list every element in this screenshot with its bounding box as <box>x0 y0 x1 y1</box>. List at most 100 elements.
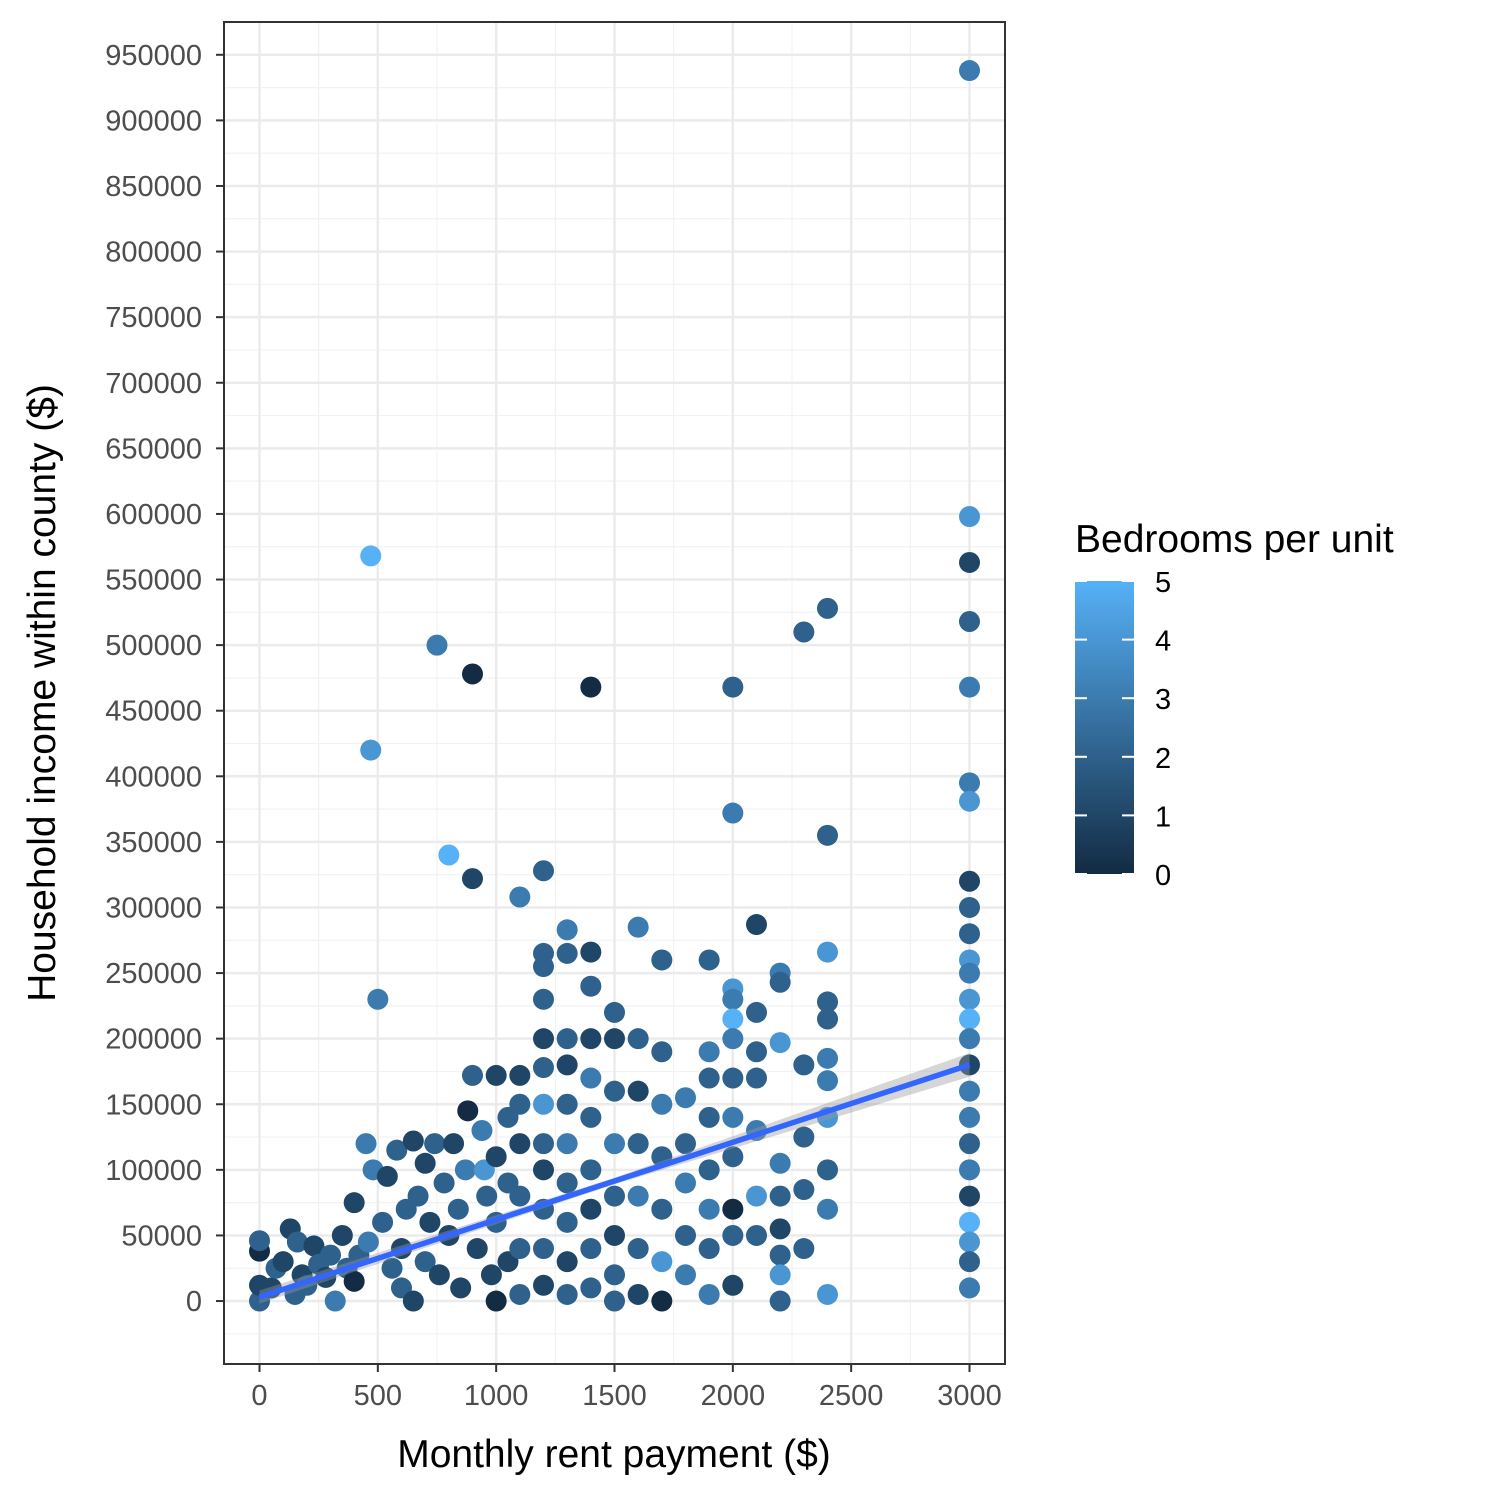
data-point <box>428 1264 450 1286</box>
data-point <box>959 923 980 945</box>
y-tick-label: 500000 <box>105 630 202 662</box>
data-point <box>959 988 980 1010</box>
data-point <box>627 1133 649 1155</box>
data-point <box>698 1283 720 1305</box>
data-point <box>402 1290 424 1312</box>
data-point <box>675 1264 696 1286</box>
data-point <box>480 1264 502 1286</box>
data-point <box>424 1133 446 1155</box>
data-point <box>746 1001 767 1023</box>
data-point <box>509 1283 531 1305</box>
data-point <box>443 1133 465 1155</box>
data-point <box>817 1070 838 1092</box>
data-point <box>556 1172 578 1194</box>
data-point <box>533 860 554 882</box>
x-tick-label: 0 <box>251 1380 267 1412</box>
data-point <box>959 1106 980 1128</box>
data-point <box>357 1231 379 1253</box>
data-point <box>627 1238 649 1260</box>
data-point <box>793 1238 815 1260</box>
data-point <box>959 1159 980 1181</box>
data-point <box>343 1270 365 1292</box>
legend-label: 3 <box>1155 684 1171 716</box>
data-point <box>556 1028 578 1050</box>
trend-line <box>258 1062 971 1300</box>
data-point <box>698 1041 720 1063</box>
trend-line-group <box>258 1053 971 1304</box>
data-point <box>509 886 531 908</box>
data-point <box>438 844 460 866</box>
data-point <box>533 1238 554 1260</box>
y-tick-label: 200000 <box>105 1024 202 1056</box>
data-point <box>320 1244 341 1266</box>
y-tick-label: 650000 <box>105 433 202 465</box>
data-point <box>722 1067 744 1089</box>
data-point <box>722 988 744 1010</box>
data-point <box>959 611 980 633</box>
y-tick-label: 900000 <box>105 105 202 137</box>
data-point <box>433 1172 455 1194</box>
data-point <box>580 1277 602 1299</box>
x-axis-title: Monthly rent payment ($) <box>397 1433 831 1476</box>
data-point <box>675 1087 696 1109</box>
data-point <box>419 1211 441 1233</box>
data-point <box>286 1231 308 1253</box>
data-point <box>769 1264 791 1286</box>
data-point <box>509 1064 531 1086</box>
data-point <box>414 1152 436 1174</box>
data-point <box>675 1224 696 1246</box>
data-point <box>698 1106 720 1128</box>
data-point <box>722 1198 744 1220</box>
y-tick-label: 350000 <box>105 827 202 859</box>
data-point <box>793 621 815 643</box>
data-point <box>556 1211 578 1233</box>
data-point <box>959 962 980 984</box>
data-point <box>556 1054 578 1076</box>
data-point <box>817 1159 838 1181</box>
data-point <box>698 1159 720 1181</box>
data-point <box>769 1152 791 1174</box>
y-tick-label: 750000 <box>105 302 202 334</box>
data-point <box>414 1251 436 1273</box>
data-point <box>959 1277 980 1299</box>
legend-label: 4 <box>1155 626 1171 658</box>
y-tick-label: 950000 <box>105 40 202 72</box>
data-point <box>580 676 602 698</box>
data-point <box>556 942 578 964</box>
legend-colorbar <box>1075 581 1134 874</box>
data-point <box>817 991 838 1013</box>
data-point <box>769 1032 791 1054</box>
y-tick-label: 0 <box>186 1286 202 1318</box>
x-axis: 0 500 1000 1500 2000 2500 3000 <box>251 1364 1002 1412</box>
data-point <box>627 1028 649 1050</box>
data-point <box>580 975 602 997</box>
color-legend: Bedrooms per unit 0 1 2 3 4 5 <box>1075 518 1394 892</box>
data-point <box>466 1238 488 1260</box>
x-tick-label: 2000 <box>701 1380 766 1412</box>
data-point <box>343 1192 365 1214</box>
data-point <box>817 597 838 619</box>
data-point <box>533 1274 554 1296</box>
legend-label: 2 <box>1155 743 1171 775</box>
data-point <box>793 1054 815 1076</box>
y-axis: 0 50000 100000 150000 200000 250000 300000 3500… <box>105 40 224 1318</box>
data-point <box>533 988 554 1010</box>
data-point <box>959 676 980 698</box>
legend-label: 1 <box>1155 801 1171 833</box>
data-point <box>509 1185 531 1207</box>
y-tick-label: 50000 <box>121 1220 202 1252</box>
data-point <box>533 1057 554 1079</box>
data-point <box>580 1198 602 1220</box>
y-tick-label: 450000 <box>105 696 202 728</box>
data-point <box>959 506 980 528</box>
data-point <box>817 1047 838 1069</box>
data-point <box>272 1251 294 1273</box>
y-tick-label: 700000 <box>105 368 202 400</box>
data-point <box>556 1133 578 1155</box>
data-point <box>746 1067 767 1089</box>
data-point <box>746 1041 767 1063</box>
data-point <box>533 1028 554 1050</box>
data-point <box>651 1290 673 1312</box>
data-point <box>604 1028 625 1050</box>
